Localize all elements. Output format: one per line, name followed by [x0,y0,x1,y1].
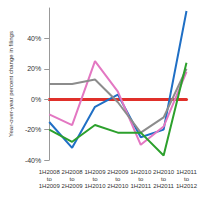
svg-text:to: to [70,176,76,182]
svg-text:0%: 0% [31,96,41,103]
svg-text:2H2011: 2H2011 [153,183,174,189]
svg-text:40%: 40% [27,35,41,42]
svg-text:to: to [92,176,98,182]
svg-text:1H2012: 1H2012 [176,183,198,189]
svg-text:2H2010: 2H2010 [153,169,175,175]
svg-text:to: to [161,176,167,182]
svg-text:to: to [115,176,121,182]
svg-text:2H2009: 2H2009 [62,183,84,189]
svg-text:2H2010: 2H2010 [107,183,129,189]
svg-text:Year-over-year percent change: Year-over-year percent change in filings [8,31,14,137]
svg-text:20%: 20% [27,65,41,72]
svg-text:1H2011: 1H2011 [130,183,151,189]
svg-text:-40%: -40% [25,157,41,164]
svg-text:2H2009: 2H2009 [107,169,129,175]
svg-text:1H2010: 1H2010 [84,183,106,189]
svg-text:1H2008: 1H2008 [39,169,61,175]
svg-text:to: to [184,176,190,182]
svg-text:-20%: -20% [25,126,41,133]
svg-text:1H2010: 1H2010 [130,169,152,175]
svg-text:1H2011: 1H2011 [176,169,197,175]
svg-text:1H2009: 1H2009 [39,183,61,189]
svg-text:to: to [47,176,53,182]
svg-text:2H2008: 2H2008 [62,169,84,175]
svg-text:1H2009: 1H2009 [84,169,106,175]
svg-text:to: to [138,176,144,182]
